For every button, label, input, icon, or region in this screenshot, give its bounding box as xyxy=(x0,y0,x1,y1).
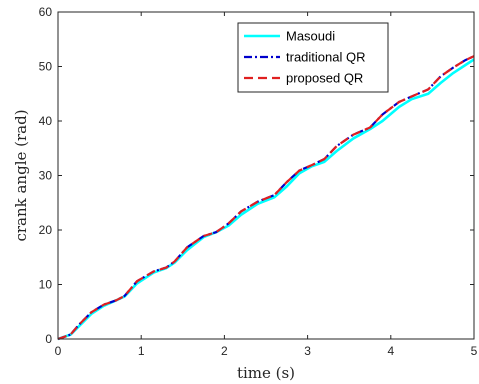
y-tick-label: 30 xyxy=(39,169,53,183)
legend-label: traditional QR xyxy=(286,50,365,65)
legend-label: Masoudi xyxy=(286,29,335,44)
y-tick-label: 50 xyxy=(39,60,53,74)
x-tick-label: 3 xyxy=(304,344,311,358)
x-tick-label: 4 xyxy=(387,344,394,358)
y-tick-label: 10 xyxy=(39,278,53,292)
x-tick-label: 5 xyxy=(471,344,478,358)
y-tick-label: 40 xyxy=(39,114,53,128)
y-tick-label: 20 xyxy=(39,223,53,237)
x-tick-label: 0 xyxy=(55,344,62,358)
x-axis-title: time (s) xyxy=(237,364,295,382)
y-tick-label: 0 xyxy=(45,332,52,346)
y-axis-title: crank angle (rad) xyxy=(12,109,30,241)
y-tick-label: 60 xyxy=(39,5,53,19)
x-tick-label: 2 xyxy=(221,344,228,358)
legend-label: proposed QR xyxy=(286,71,363,86)
series-line-proposed-qr xyxy=(57,55,475,341)
legend: Masoudi traditional QR proposed QR xyxy=(237,22,389,93)
x-tick-label: 1 xyxy=(138,344,145,358)
